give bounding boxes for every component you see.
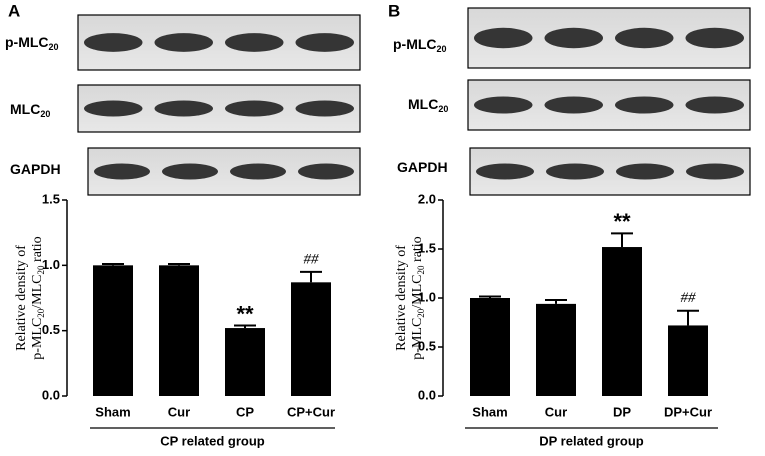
bar-label: ** <box>236 301 254 326</box>
y-label-part: /MLC <box>30 274 45 308</box>
blot-label-text: GAPDH <box>397 159 448 175</box>
y-axis-label: Relative density of <box>14 245 29 351</box>
y-tick-label: 0.0 <box>418 387 436 402</box>
blot-label-sub: 20 <box>40 109 50 119</box>
y-tick-label: 1.0 <box>418 289 436 304</box>
y-axis-label: p-MLC20/MLC20 ratio <box>30 236 46 359</box>
blot-band <box>544 96 603 114</box>
blot-band <box>295 100 354 117</box>
blot-label-text: p-MLC <box>393 36 437 52</box>
blot-band <box>154 100 213 117</box>
bar <box>93 265 133 396</box>
x-tick-label: Cur <box>545 404 567 419</box>
x-tick-label: CP <box>236 404 254 419</box>
blot-label-sub: 20 <box>438 104 448 114</box>
blot-band <box>84 33 143 52</box>
bar <box>536 303 576 396</box>
blot-band <box>615 96 674 114</box>
y-label-sub: 20 <box>416 265 426 275</box>
bar <box>159 265 199 396</box>
blot-label-text: p-MLC <box>5 34 49 50</box>
blot-band <box>225 33 284 52</box>
y-tick-label: 0.0 <box>42 387 60 402</box>
blot-band <box>615 27 674 49</box>
y-tick-label: 1.0 <box>42 257 60 272</box>
blot-label: GAPDH <box>397 159 448 175</box>
blot-label-sub: 20 <box>437 44 447 54</box>
y-label-part: p-MLC <box>30 318 45 360</box>
x-tick-label: CP+Cur <box>287 404 335 419</box>
blot-band <box>225 100 284 117</box>
bar <box>225 328 265 396</box>
y-tick-label: 1.5 <box>418 240 436 255</box>
blot-band <box>84 100 143 117</box>
blot-band <box>94 163 150 180</box>
y-label-part: ratio <box>410 236 425 265</box>
y-tick-label: 1.5 <box>42 191 60 206</box>
blot-band <box>474 96 533 114</box>
panel-label: A <box>8 1 20 20</box>
bar <box>470 298 510 396</box>
blot-band <box>154 33 213 52</box>
blot-label: MLC20 <box>10 101 50 120</box>
bar-label: ** <box>613 209 631 234</box>
y-tick-label: 2.0 <box>418 191 436 206</box>
panel-label: B <box>388 1 400 20</box>
y-label-part: ratio <box>30 236 45 265</box>
x-tick-label: DP <box>613 404 631 419</box>
bar <box>668 325 708 396</box>
blot-band <box>546 163 604 180</box>
x-axis-label: CP related group <box>160 433 265 448</box>
y-label-part: /MLC <box>410 274 425 308</box>
x-tick-label: Sham <box>95 404 130 419</box>
blot-label: GAPDH <box>10 161 61 177</box>
bar-label: ## <box>304 251 320 267</box>
blot-band <box>474 27 533 49</box>
y-label-sub: 20 <box>36 308 46 318</box>
blot-band <box>162 163 218 180</box>
y-tick-label: 0.5 <box>42 322 60 337</box>
blot-band <box>686 163 744 180</box>
y-label-sub: 20 <box>416 308 426 318</box>
blot-band <box>544 27 603 49</box>
bar <box>602 247 642 396</box>
y-label-sub: 20 <box>36 265 46 275</box>
blot-band <box>616 163 674 180</box>
x-tick-label: Sham <box>472 404 507 419</box>
x-tick-label: Cur <box>168 404 190 419</box>
blot-band <box>295 33 354 52</box>
blot-label: p-MLC20 <box>5 34 59 53</box>
x-axis-label: DP related group <box>539 433 644 448</box>
x-tick-label: DP+Cur <box>664 404 712 419</box>
blot-label-text: GAPDH <box>10 161 61 177</box>
y-axis-label: Relative density of <box>394 245 409 351</box>
blot-band <box>685 96 744 114</box>
y-label-part: p-MLC <box>410 318 425 360</box>
blot-band <box>298 163 354 180</box>
blot-label-text: MLC <box>408 96 438 112</box>
blot-band <box>230 163 286 180</box>
bar-label: ## <box>681 290 697 306</box>
blot-label: MLC20 <box>408 96 448 115</box>
blot-label-sub: 20 <box>49 42 59 52</box>
blot-label-text: MLC <box>10 101 40 117</box>
blot-band <box>685 27 744 49</box>
y-tick-label: 0.5 <box>418 338 436 353</box>
blot-band <box>476 163 534 180</box>
y-axis-label: p-MLC20/MLC20 ratio <box>410 236 426 359</box>
blot-label: p-MLC20 <box>393 36 447 55</box>
bar <box>291 282 331 396</box>
